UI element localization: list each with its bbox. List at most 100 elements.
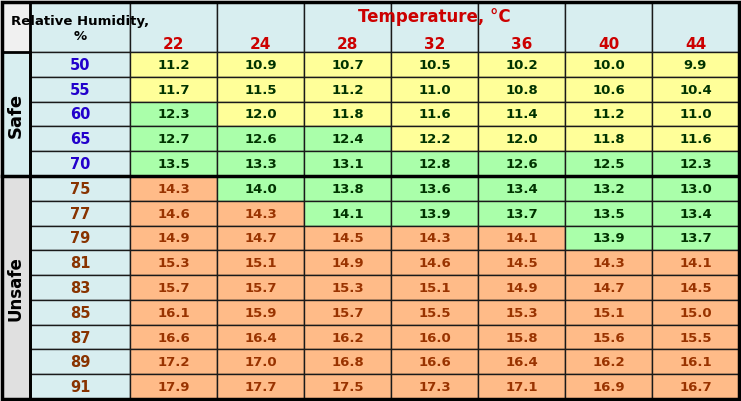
Bar (478, 176, 565, 201)
Text: 12.4: 12.4 (331, 133, 364, 146)
Bar (30, 226, 130, 251)
Text: 17.1: 17.1 (505, 380, 538, 393)
Text: 17.9: 17.9 (157, 380, 190, 393)
Text: 9.9: 9.9 (684, 59, 707, 72)
Bar (652, 226, 739, 251)
Text: 60: 60 (70, 107, 90, 122)
Bar (217, 201, 304, 226)
Bar (304, 350, 391, 374)
Bar (130, 275, 217, 300)
Text: 15.7: 15.7 (331, 306, 364, 319)
Text: 10.7: 10.7 (331, 59, 364, 72)
Bar (30, 251, 130, 275)
Text: 14.5: 14.5 (679, 281, 712, 294)
Bar (565, 201, 652, 226)
Text: 15.1: 15.1 (418, 281, 451, 294)
Text: 17.2: 17.2 (157, 355, 190, 369)
Text: Temperature, °C: Temperature, °C (358, 8, 511, 26)
Text: 65: 65 (70, 132, 90, 147)
Text: 16.2: 16.2 (592, 355, 625, 369)
Bar (565, 102, 652, 127)
Bar (652, 251, 739, 275)
Bar (217, 53, 304, 77)
Bar (130, 53, 217, 77)
Bar (478, 201, 565, 226)
Text: 12.6: 12.6 (245, 133, 277, 146)
Text: 15.7: 15.7 (157, 281, 190, 294)
Bar (30, 152, 130, 176)
Bar (565, 152, 652, 176)
Bar (304, 152, 391, 176)
Bar (130, 102, 217, 127)
Bar (217, 226, 304, 251)
Text: 55: 55 (70, 83, 90, 97)
Bar (565, 275, 652, 300)
Text: 13.9: 13.9 (418, 207, 451, 220)
Bar (217, 77, 304, 102)
Bar (652, 325, 739, 350)
Text: 12.8: 12.8 (418, 158, 451, 170)
Bar (391, 176, 478, 201)
Bar (652, 350, 739, 374)
Bar (217, 350, 304, 374)
Bar (652, 201, 739, 226)
Bar (304, 226, 391, 251)
Text: 12.6: 12.6 (505, 158, 538, 170)
Text: 91: 91 (70, 379, 90, 394)
Bar (130, 77, 217, 102)
Bar (130, 374, 217, 399)
Text: 16.4: 16.4 (244, 331, 277, 344)
Bar (652, 102, 739, 127)
Text: 75: 75 (70, 181, 90, 196)
Text: 13.7: 13.7 (679, 232, 712, 245)
Bar (478, 3, 565, 53)
Bar (2, 176, 30, 399)
Bar (391, 3, 478, 53)
Text: 11.6: 11.6 (679, 133, 712, 146)
Text: 14.0: 14.0 (244, 182, 277, 195)
Text: Safe: Safe (7, 92, 25, 137)
Text: 13.7: 13.7 (505, 207, 538, 220)
Text: 16.1: 16.1 (157, 306, 190, 319)
Text: 70: 70 (70, 157, 90, 172)
Bar (130, 176, 217, 201)
Text: 13.5: 13.5 (592, 207, 625, 220)
Text: 15.1: 15.1 (592, 306, 625, 319)
Bar (304, 201, 391, 226)
Text: 15.6: 15.6 (592, 331, 625, 344)
Bar (391, 102, 478, 127)
Text: 11.4: 11.4 (505, 108, 538, 121)
Bar (30, 53, 130, 77)
Text: %: % (73, 30, 87, 43)
Bar (478, 77, 565, 102)
Text: 14.7: 14.7 (245, 232, 277, 245)
Text: 11.7: 11.7 (157, 83, 190, 96)
Text: 16.2: 16.2 (331, 331, 364, 344)
Text: 13.5: 13.5 (157, 158, 190, 170)
Text: 11.8: 11.8 (592, 133, 625, 146)
Text: 17.7: 17.7 (245, 380, 276, 393)
Text: 77: 77 (70, 206, 90, 221)
Text: 13.3: 13.3 (244, 158, 277, 170)
Bar (30, 300, 130, 325)
Bar (652, 77, 739, 102)
Text: 10.9: 10.9 (245, 59, 277, 72)
Text: 14.1: 14.1 (679, 257, 712, 269)
Text: 44: 44 (685, 37, 706, 52)
Bar (478, 53, 565, 77)
Text: 14.1: 14.1 (331, 207, 364, 220)
Text: 15.7: 15.7 (245, 281, 276, 294)
Bar (652, 53, 739, 77)
Bar (478, 102, 565, 127)
Text: 11.2: 11.2 (331, 83, 364, 96)
Bar (565, 3, 652, 53)
Bar (391, 374, 478, 399)
Text: 12.3: 12.3 (679, 158, 712, 170)
Bar (565, 226, 652, 251)
Text: 13.4: 13.4 (505, 182, 538, 195)
Bar (30, 77, 130, 102)
Text: 11.0: 11.0 (679, 108, 712, 121)
Bar (391, 201, 478, 226)
Text: 11.2: 11.2 (157, 59, 190, 72)
Bar (565, 350, 652, 374)
